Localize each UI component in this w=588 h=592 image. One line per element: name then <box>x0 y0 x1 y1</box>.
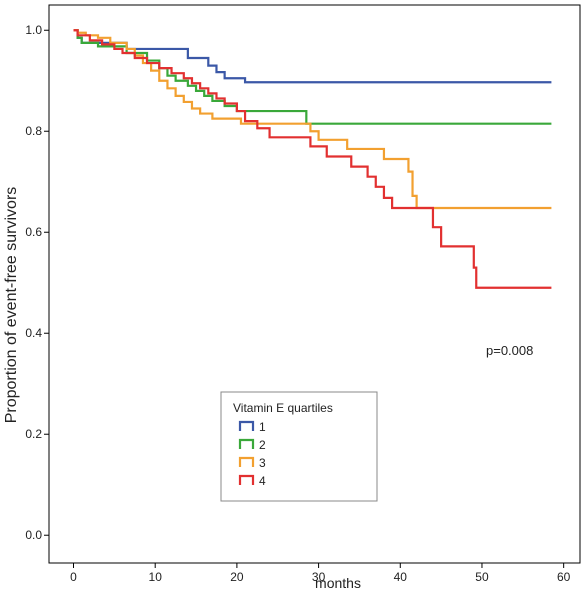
x-axis-label: months <box>315 575 361 591</box>
series-line-2 <box>73 29 552 125</box>
legend-swatch-3 <box>238 456 255 467</box>
y-tick-label: 0.4 <box>25 326 42 340</box>
series-line-4 <box>73 29 552 289</box>
x-tick-label: 10 <box>149 570 163 584</box>
legend: Vitamin E quartiles 1 2 3 4 <box>220 391 378 502</box>
x-tick-label: 50 <box>475 570 489 584</box>
legend-items: 1 2 3 4 <box>238 420 266 488</box>
legend-box <box>220 391 378 502</box>
x-tick-label: 20 <box>230 570 244 584</box>
y-tick-label: 0.6 <box>25 225 42 239</box>
legend-title: Vitamin E quartiles <box>233 401 333 415</box>
x-tick-label: 30 <box>312 570 326 584</box>
legend-label-4: 4 <box>259 474 266 488</box>
x-axis-ticks: 0 10 20 30 40 50 60 <box>70 563 571 584</box>
legend-swatch-4 <box>238 474 255 485</box>
series-layer <box>73 29 552 289</box>
legend-label-1: 1 <box>259 420 266 434</box>
y-tick-label: 0.8 <box>25 124 42 138</box>
p-value-annotation: p=0.008 <box>486 343 533 358</box>
legend-swatch-1 <box>238 420 255 431</box>
x-tick-label: 40 <box>394 570 408 584</box>
y-tick-label: 0.2 <box>25 427 42 441</box>
x-tick-label: 60 <box>557 570 571 584</box>
y-axis-ticks: 0.0 0.2 0.4 0.6 0.8 1.0 <box>25 23 49 542</box>
y-tick-label: 0.0 <box>25 528 42 542</box>
legend-swatch-2 <box>238 438 255 449</box>
y-axis-label: Proportion of event-free survivors <box>3 187 20 424</box>
y-tick-label: 1.0 <box>25 23 42 37</box>
x-tick-label: 0 <box>70 570 77 584</box>
series-line-3 <box>73 29 552 210</box>
legend-label-3: 3 <box>259 456 266 470</box>
legend-label-2: 2 <box>259 438 266 452</box>
